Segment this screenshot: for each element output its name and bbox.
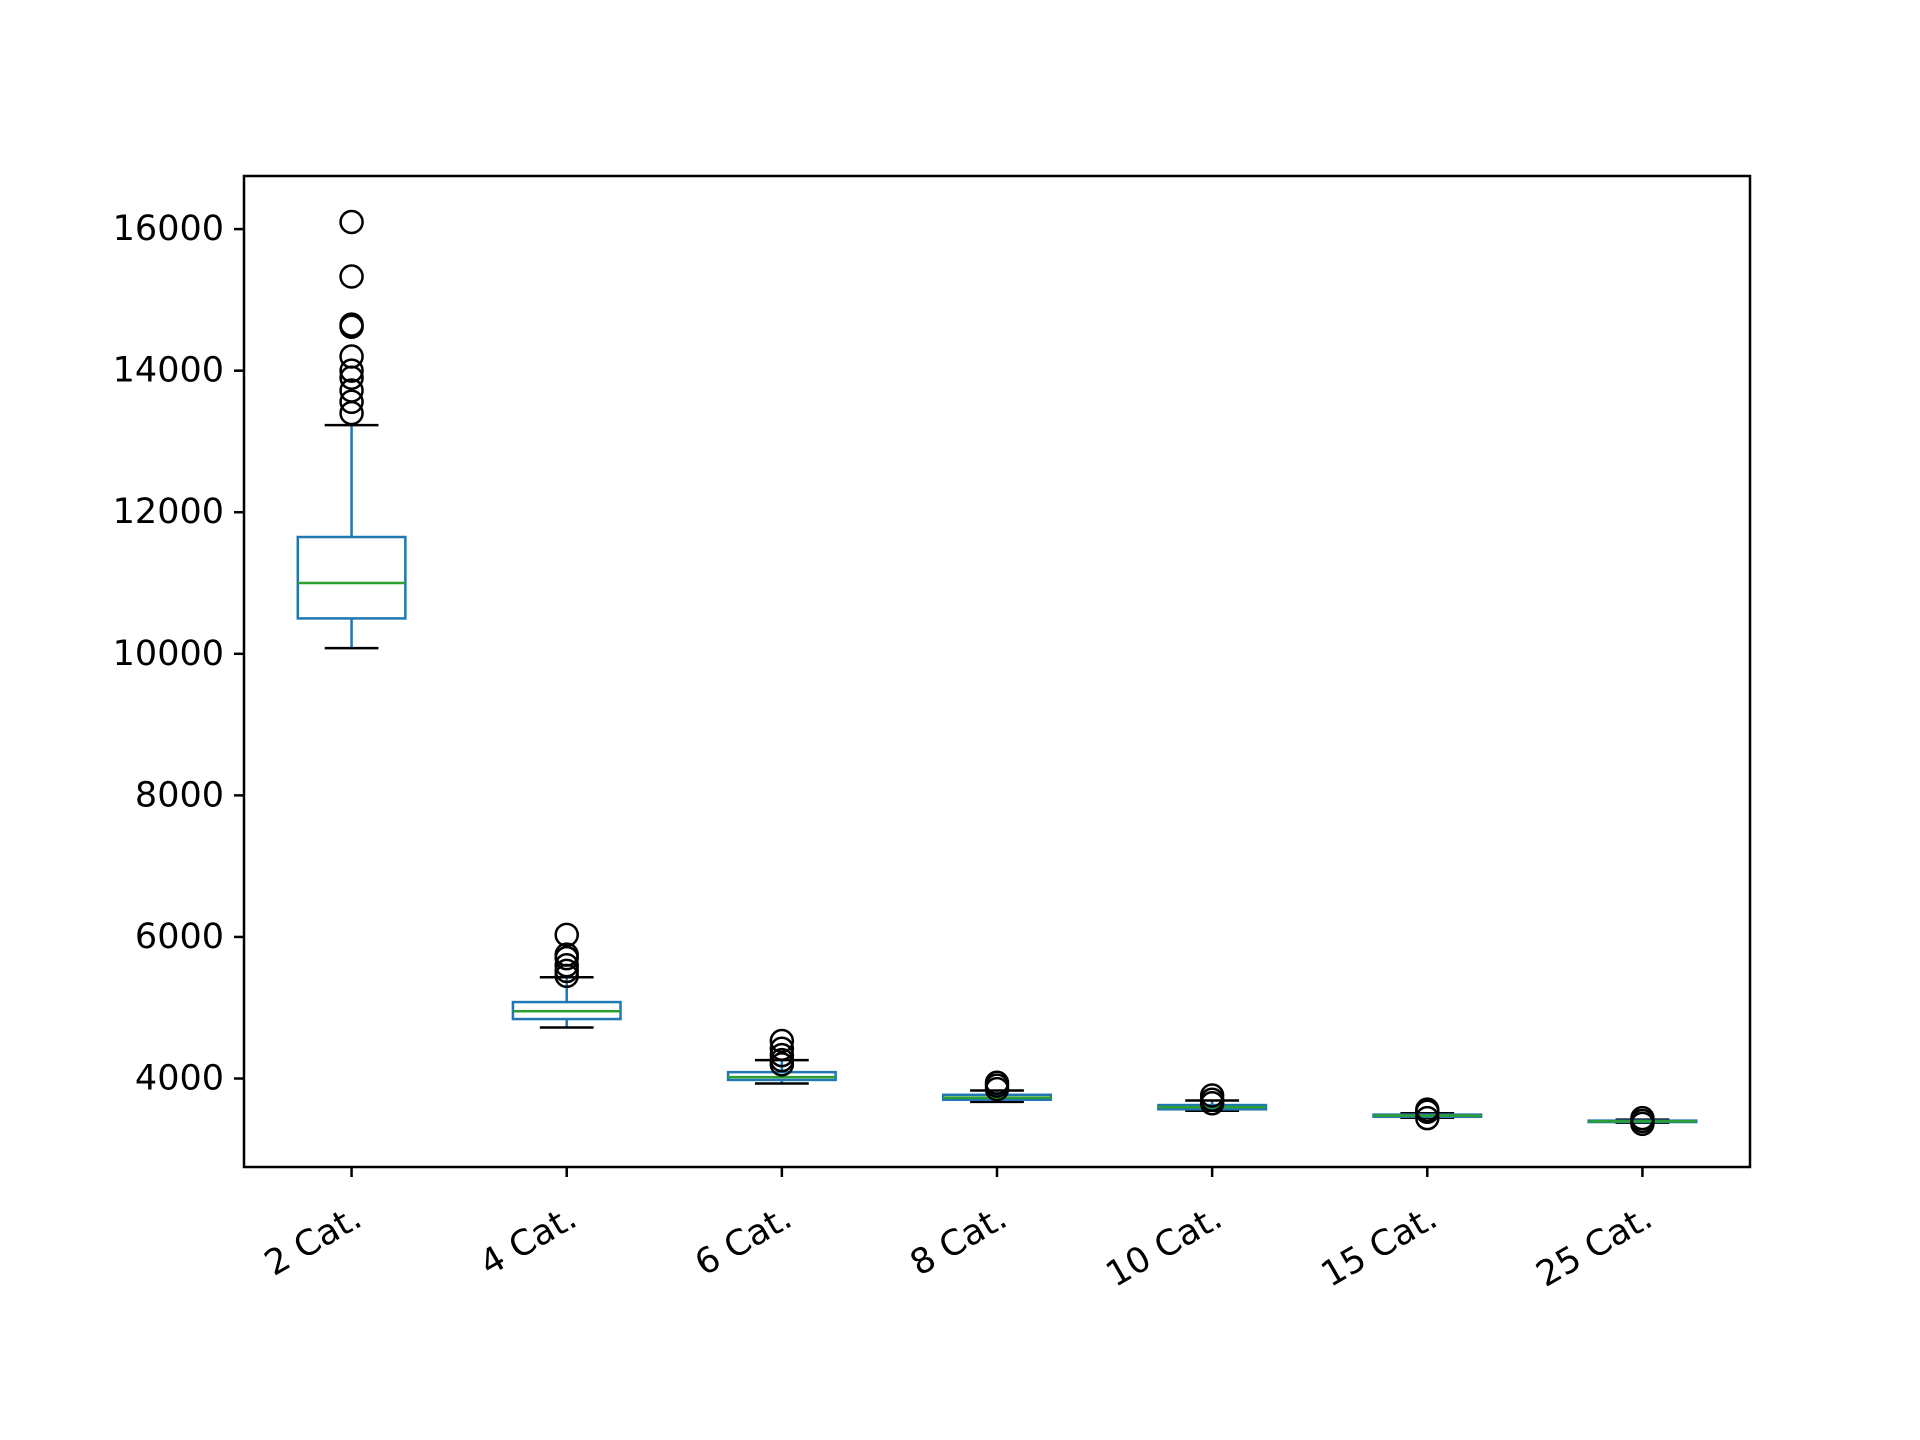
y-tick-label: 12000 (113, 492, 224, 532)
outlier-point (339, 389, 364, 415)
outlier-point (769, 1036, 795, 1062)
y-tick-label: 8000 (135, 775, 224, 815)
box-group (1372, 1097, 1483, 1131)
axes-frame (242, 174, 1752, 1169)
outlier-point (554, 942, 579, 967)
box-group (1157, 1083, 1268, 1116)
y-tick-label: 6000 (135, 917, 224, 957)
outlier-point (1415, 1105, 1440, 1131)
x-tick-label: 8 Cat. (904, 1198, 1014, 1285)
outlier-point (984, 1070, 1010, 1096)
outlier-point (339, 358, 364, 383)
x-axis: 2 Cat. 4 Cat. 6 Cat. 8 Cat. 10 Cat. 15 Cat. 25… (258, 1167, 1659, 1295)
plot-area (296, 209, 1698, 1137)
outlier-point (554, 958, 579, 984)
outlier-point (339, 378, 364, 403)
x-tick-label: 15 Cat. (1315, 1198, 1444, 1296)
x-tick-label: 4 Cat. (473, 1198, 583, 1285)
outlier-point (769, 1042, 795, 1068)
outlier-point (339, 312, 364, 337)
outlier-point (769, 1028, 795, 1054)
x-tick-label: 25 Cat. (1530, 1198, 1659, 1296)
outlier-point (1199, 1083, 1225, 1108)
outlier-point (554, 953, 579, 978)
box-group (296, 209, 407, 650)
outlier-point (554, 922, 579, 948)
x-tick-label: 10 Cat. (1100, 1198, 1229, 1296)
outlier-point (339, 209, 364, 235)
y-tick-label: 16000 (113, 209, 224, 249)
outlier-point (1630, 1105, 1655, 1131)
box-group (511, 922, 622, 1029)
x-tick-label: 6 Cat. (689, 1198, 799, 1285)
outlier-point (1415, 1097, 1440, 1122)
y-tick-label: 10000 (113, 634, 224, 674)
x-tick-label: 2 Cat. (258, 1198, 368, 1285)
y-axis: 4000 6000 8000 10000 12000 14000 16000 (113, 209, 244, 1099)
box-group (1587, 1105, 1698, 1137)
box-group (726, 1028, 837, 1085)
y-tick-label: 14000 (113, 351, 224, 391)
box-group (941, 1070, 1053, 1104)
box-body (296, 535, 407, 620)
y-tick-label: 4000 (135, 1059, 224, 1099)
outlier-point (339, 264, 364, 289)
outlier-point (339, 344, 364, 369)
